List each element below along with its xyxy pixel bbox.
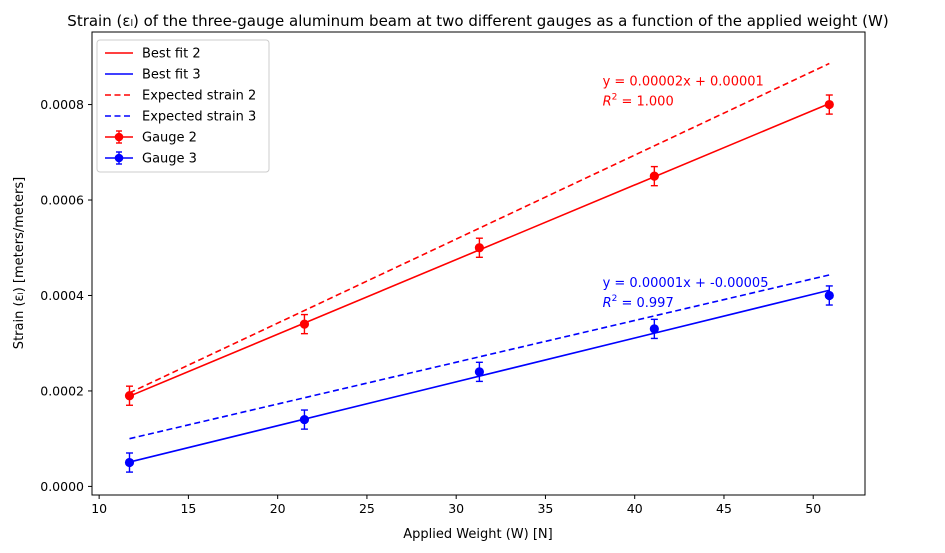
legend-label: Expected strain 2 — [142, 89, 256, 104]
r-squared-symbol: R — [603, 94, 612, 109]
x-axis-label: Applied Weight (W) [N] — [403, 527, 552, 542]
data-point-gauge-2 — [299, 319, 310, 329]
x-tick-label: 15 — [180, 501, 196, 516]
r-squared-exponent: 2 — [612, 92, 618, 102]
legend-label: Best fit 2 — [142, 47, 201, 62]
errorbar-gauge-2 — [124, 385, 135, 406]
errorbar-gauge-3 — [124, 452, 135, 473]
r-squared-value: = 0.997 — [617, 296, 673, 311]
legend-marker — [114, 132, 124, 142]
r-squared-symbol: R — [603, 296, 612, 311]
legend: Best fit 2 Best fit 3 Expected strain 2 Exp… — [96, 39, 270, 173]
legend-marker — [114, 153, 124, 163]
errorbar-gauge-3 — [824, 285, 834, 306]
data-point-gauge-3 — [299, 414, 310, 425]
plot-frame — [91, 31, 866, 496]
data-point-gauge-2 — [649, 171, 659, 181]
x-tick-label: 45 — [716, 501, 732, 516]
x-tick-label: 25 — [359, 501, 375, 516]
series-line-expected-strain-3 — [129, 274, 830, 440]
data-point-gauge-2 — [824, 99, 834, 110]
errorbar-gauge-2 — [474, 237, 484, 258]
errorbar-gauge-2 — [299, 313, 310, 335]
x-tick-label: 10 — [91, 501, 107, 516]
errorbar-gauge-3 — [474, 361, 484, 383]
data-point-gauge-3 — [649, 324, 659, 334]
r-squared-label: R2 = 1.000 — [603, 92, 674, 109]
legend-label: Gauge 3 — [142, 152, 197, 167]
data-point-gauge-3 — [474, 367, 484, 377]
data-point-gauge-3 — [124, 457, 135, 468]
y-tick-label: 0.0002 — [40, 383, 84, 398]
fit-equation-label: y = 0.00002x + 0.00001 — [603, 74, 764, 89]
x-tick-label: 40 — [627, 501, 643, 516]
errorbar-gauge-3 — [649, 318, 659, 340]
legend-label: Gauge 2 — [142, 131, 197, 146]
y-tick-label: 0.0008 — [40, 97, 84, 112]
fit-equation-label: y = 0.00001x + -0.00005 — [603, 276, 769, 291]
data-point-gauge-2 — [474, 243, 484, 253]
errorbar-gauge-3 — [299, 409, 310, 430]
legend-label: Expected strain 3 — [142, 110, 256, 125]
y-tick-label: 0.0004 — [40, 288, 84, 303]
legend-label: Best fit 3 — [142, 68, 201, 83]
x-tick-label: 35 — [537, 501, 553, 516]
errorbar-gauge-2 — [649, 165, 659, 187]
y-tick-label: 0.0006 — [40, 193, 84, 208]
data-point-gauge-2 — [124, 391, 135, 401]
r-squared-label: R2 = 0.997 — [603, 294, 674, 311]
y-axis-label: Strain (εₗ) [meters/meters] — [12, 177, 27, 349]
data-point-gauge-3 — [824, 290, 834, 301]
r-squared-value: = 1.000 — [617, 94, 673, 109]
x-tick-label: 30 — [448, 501, 464, 516]
r-squared-exponent: 2 — [612, 294, 618, 304]
chart-title: Strain (εₗ) of the three-gauge aluminum … — [67, 12, 888, 30]
legend-box — [96, 39, 270, 173]
x-tick-label: 50 — [805, 501, 821, 516]
series-line-expected-strain-2 — [129, 62, 830, 394]
y-tick-label: 0.0000 — [40, 479, 84, 494]
x-tick-label: 20 — [270, 501, 286, 516]
errorbar-gauge-2 — [824, 94, 834, 115]
